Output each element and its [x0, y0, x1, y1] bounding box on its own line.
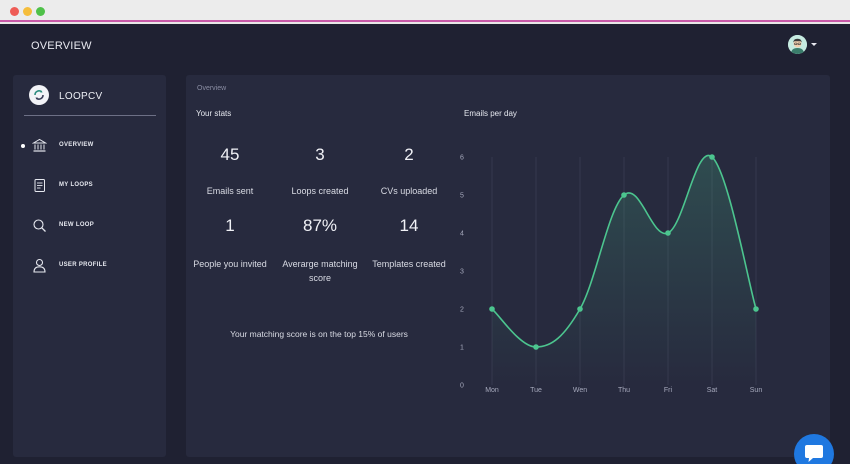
stats-heading: Your stats	[196, 109, 232, 118]
close-window-button[interactable]	[10, 7, 19, 16]
matching-score-note: Your matching score is on the top 15% of…	[230, 329, 408, 339]
app-window: OVERVIEW LOOPCV	[0, 24, 850, 464]
chat-bubble-icon	[805, 445, 823, 462]
minimize-window-button[interactable]	[23, 7, 32, 16]
templates-created-value: 14	[399, 216, 419, 235]
sidebar-item-overview[interactable]: OVERVIEW	[13, 134, 166, 158]
emails-sent-value: 45	[220, 145, 240, 164]
y-tick-label: 2	[460, 307, 464, 314]
account-dropdown-caret-icon[interactable]	[811, 43, 817, 46]
loops-created-label: Loops created	[291, 186, 349, 196]
x-tick-label: Sat	[707, 387, 718, 393]
active-indicator	[21, 144, 25, 148]
matching-score-label: Averarge matching score	[282, 259, 358, 283]
window-titlebar	[0, 0, 850, 22]
y-tick-label: 4	[460, 231, 464, 238]
brand-divider	[24, 115, 156, 116]
chat-button[interactable]	[794, 434, 834, 464]
emails-sent-label: Emails sent	[206, 186, 254, 196]
data-point	[533, 344, 539, 350]
sidebar-item-new-loop[interactable]: NEW LOOP	[13, 214, 166, 238]
data-point	[709, 154, 715, 160]
y-tick-label: 1	[460, 345, 464, 352]
people-invited-label: People you invited	[193, 259, 267, 269]
x-tick-label: Thu	[618, 387, 630, 393]
x-tick-label: Mon	[485, 387, 499, 393]
y-tick-label: 0	[460, 383, 464, 390]
page-title: OVERVIEW	[31, 40, 92, 52]
data-point	[577, 306, 583, 312]
user-icon	[33, 258, 46, 273]
sidebar-item-user-profile[interactable]: USER PROFILE	[13, 254, 166, 278]
emails-per-day-chart: 0 1 2 3 4 5 6 Mon Tue Wen Thu Fri Sat Sun	[460, 154, 763, 393]
bank-icon	[32, 138, 47, 152]
search-icon	[33, 219, 46, 232]
x-tick-label: Tue	[530, 387, 542, 393]
breadcrumb: Overview	[197, 85, 227, 92]
loops-created-value: 3	[315, 145, 325, 164]
matching-score-value: 87%	[302, 216, 338, 235]
user-avatar[interactable]	[788, 35, 807, 54]
data-point	[489, 306, 495, 312]
cvs-uploaded-value: 2	[404, 145, 414, 164]
x-tick-label: Fri	[664, 387, 673, 393]
data-point	[621, 192, 627, 198]
chart-title: Emails per day	[464, 109, 517, 118]
maximize-window-button[interactable]	[36, 7, 45, 16]
sidebar-item-label: MY LOOPS	[59, 182, 93, 188]
cvs-uploaded-label: CVs uploaded	[380, 186, 438, 196]
sidebar-item-label: OVERVIEW	[59, 142, 94, 148]
templates-created-label: Templates created	[372, 259, 446, 269]
sidebar-item-label: USER PROFILE	[59, 262, 107, 268]
people-invited-value: 1	[225, 216, 235, 235]
area-fill	[492, 155, 756, 385]
data-point	[665, 230, 671, 236]
y-tick-label: 6	[460, 155, 464, 162]
x-tick-label: Wen	[573, 387, 587, 393]
sidebar: LOOPCV OVERVIEW MY LOOPS	[13, 75, 166, 457]
loopcv-logo-icon	[29, 85, 49, 105]
brand-name: LOOPCV	[59, 91, 103, 102]
x-tick-label: Sun	[750, 387, 763, 393]
avatar-icon	[788, 35, 807, 54]
document-icon	[34, 179, 45, 192]
data-point	[753, 306, 759, 312]
overview-panel: Overview Your stats 45 Emails sent 3 Loo…	[186, 75, 830, 457]
sidebar-item-my-loops[interactable]: MY LOOPS	[13, 174, 166, 198]
y-tick-label: 3	[460, 269, 464, 276]
y-tick-label: 5	[460, 193, 464, 200]
sidebar-item-label: NEW LOOP	[59, 222, 95, 228]
series-line	[491, 154, 757, 348]
